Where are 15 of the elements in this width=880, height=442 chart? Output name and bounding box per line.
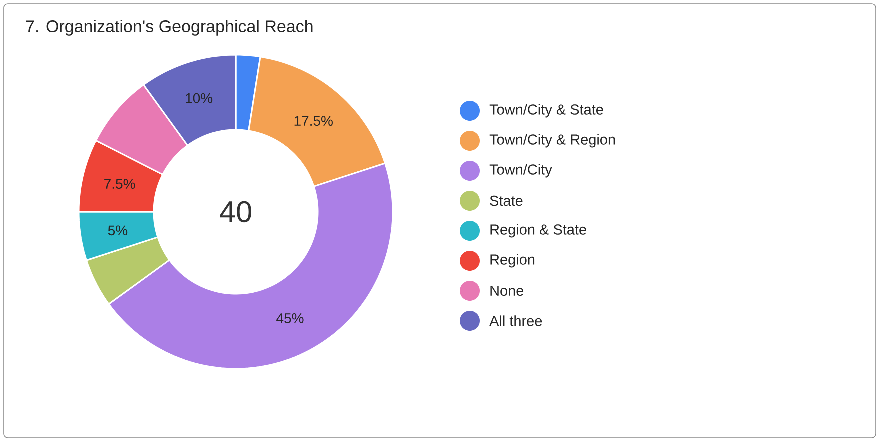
- legend-label: Region: [490, 254, 535, 268]
- legend-label: Town/City & State: [490, 104, 604, 118]
- data-label: 5%: [108, 226, 128, 236]
- legend-label: None: [490, 286, 524, 296]
- data-label: 10%: [186, 93, 213, 104]
- text: 40: [220, 201, 252, 223]
- legend-label: All three: [490, 316, 542, 326]
- legend-label: Town/City & Region: [490, 134, 616, 148]
- legend-label: Town/City: [490, 164, 552, 178]
- data-label: 45%: [276, 314, 304, 324]
- data-label: 7.5%: [104, 179, 136, 190]
- data-label: 17.5%: [294, 116, 333, 126]
- legend-label: State: [490, 196, 523, 206]
- chart-title: 7. Organization's Geographical Reach: [26, 20, 313, 36]
- legend-label: Region & State: [490, 224, 586, 238]
